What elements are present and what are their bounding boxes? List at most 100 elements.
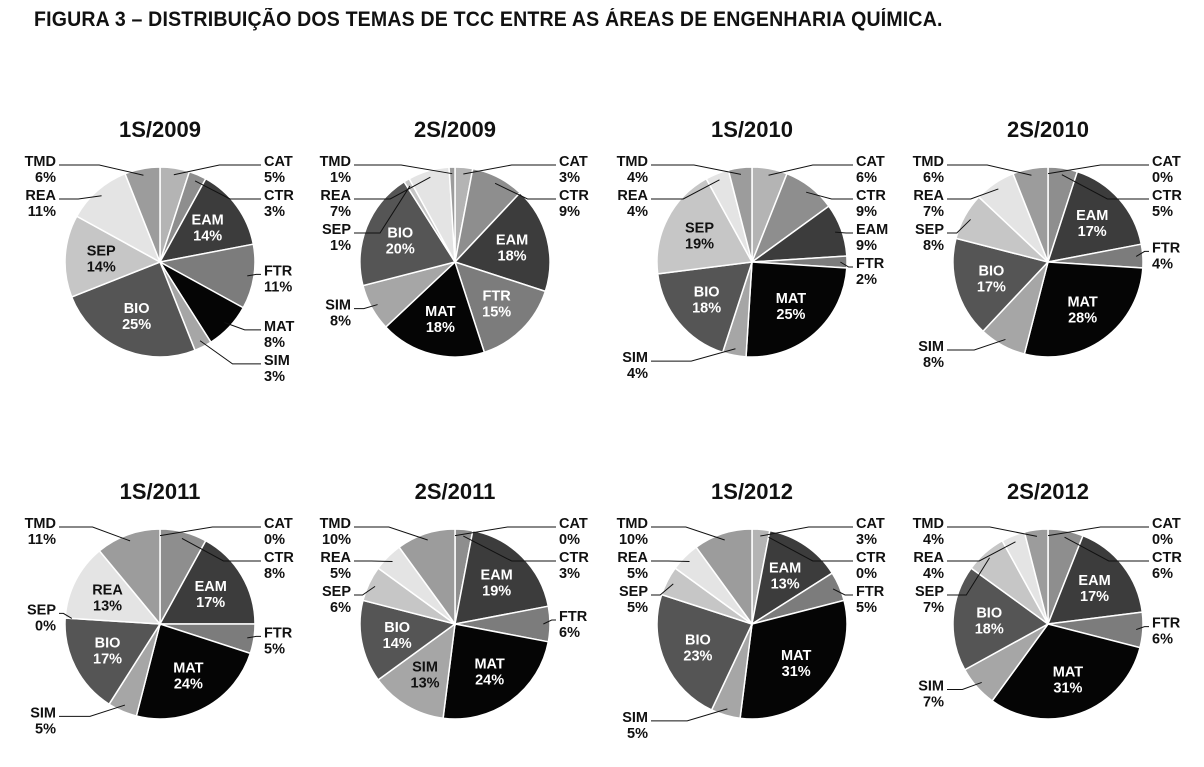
pie-slice-tmd xyxy=(1023,528,1049,625)
slice-label: FTR 6% xyxy=(559,609,588,641)
slice-label: BIO 25% xyxy=(122,301,151,333)
pie-slice-eam xyxy=(158,177,255,264)
leader-line xyxy=(651,583,674,596)
leader-line xyxy=(354,176,431,200)
slice-label: FTR 5% xyxy=(856,584,885,616)
slice-label: EAM 14% xyxy=(192,212,224,244)
leader-line xyxy=(199,340,261,365)
pie-title: 1S/2011 xyxy=(120,479,201,504)
leader-line xyxy=(159,526,261,537)
slice-label: CTR 8% xyxy=(264,550,294,582)
slice-label: MAT 8% xyxy=(264,319,294,351)
slice-label: SIM 13% xyxy=(411,660,440,692)
leader-line xyxy=(354,185,411,234)
slice-label: CTR 6% xyxy=(1152,550,1182,582)
slice-label: FTR 4% xyxy=(1152,240,1181,272)
slice-label: EAM 19% xyxy=(481,567,513,599)
slice-label: MAT 18% xyxy=(425,304,455,336)
leader-line xyxy=(806,191,853,200)
leader-line xyxy=(947,557,990,596)
leader-line xyxy=(224,322,261,331)
leader-line xyxy=(173,164,261,176)
leader-line xyxy=(947,526,1038,537)
leader-line xyxy=(947,188,999,200)
slice-label: CTR 9% xyxy=(856,188,886,220)
slice-label: CAT 3% xyxy=(856,516,885,548)
leader-line xyxy=(1135,250,1149,257)
pie-slice-ftr xyxy=(157,243,256,309)
slice-label: CTR 5% xyxy=(1152,188,1182,220)
slice-label: SEP 5% xyxy=(619,584,648,616)
slice-label: CTR 3% xyxy=(559,550,589,582)
slice-label: MAT 31% xyxy=(781,648,811,680)
leader-line xyxy=(59,195,102,200)
slice-label: SIM 7% xyxy=(918,678,944,710)
pie-slice-bio xyxy=(656,261,754,354)
leader-line xyxy=(494,182,556,200)
slice-label: TMD 10% xyxy=(617,516,649,548)
leader-line xyxy=(1064,536,1149,562)
pie-title: 1S/2009 xyxy=(119,117,201,142)
pie-title: 1S/2010 xyxy=(711,117,793,142)
slice-label: REA 13% xyxy=(92,582,123,614)
pie-chart: 2S/2011 EAM 19% MAT 24% SIM 13% BIO 14% TMD 10%REA… xyxy=(320,479,589,720)
pie-chart: 2S/2010 EAM 17% MAT 28% BIO 17% TMD 6%REA 7%SEP 8%… xyxy=(913,117,1183,371)
pie-slice-tmd xyxy=(398,528,456,627)
leader-line xyxy=(1061,174,1149,200)
slice-label: REA 4% xyxy=(913,550,944,582)
pie-slice-rea xyxy=(64,549,162,625)
pie-slice-sim xyxy=(377,622,456,720)
slice-label: SEP 0% xyxy=(27,602,56,634)
pie-slice-tmd xyxy=(1012,166,1049,263)
leader-line xyxy=(947,164,1032,176)
pie-chart: 1S/2010 MAT 25% BIO 18% SEP 19% TMD 4%REA 4% SIM 4%… xyxy=(617,117,889,382)
slice-label: TMD 4% xyxy=(617,154,649,186)
leader-line xyxy=(194,180,261,200)
pie-slice-sep xyxy=(656,177,754,275)
slice-label: SIM 3% xyxy=(264,353,290,385)
pie-slice-mat xyxy=(384,260,486,358)
slice-label: SEP 14% xyxy=(87,243,116,275)
leader-line xyxy=(463,164,556,175)
slice-label: CAT 0% xyxy=(1152,516,1181,548)
slice-label: SIM 5% xyxy=(622,710,648,742)
leader-line xyxy=(454,526,556,537)
slice-label: TMD 4% xyxy=(913,516,945,548)
leader-line xyxy=(543,619,556,625)
slice-label: CAT 6% xyxy=(856,154,885,186)
leader-line xyxy=(59,612,73,619)
leader-line xyxy=(1136,626,1149,631)
slice-label: CAT 0% xyxy=(264,516,293,548)
slice-label: CAT 3% xyxy=(559,154,588,186)
leader-line xyxy=(1047,526,1149,537)
slice-label: BIO 17% xyxy=(93,636,122,668)
slice-label: TMD 6% xyxy=(25,154,57,186)
slice-label: SEP 8% xyxy=(915,222,944,254)
pie-slice-bio xyxy=(359,180,457,287)
pie-title: 2S/2010 xyxy=(1007,117,1089,142)
slice-label: CTR 9% xyxy=(559,188,589,220)
leader-line xyxy=(651,164,742,175)
slice-label: CAT 0% xyxy=(1152,154,1181,186)
slice-label: BIO 20% xyxy=(386,225,415,257)
leader-line xyxy=(354,304,378,310)
slice-label: CAT 0% xyxy=(559,516,588,548)
slice-label: FTR 2% xyxy=(856,256,885,288)
pie-chart: 1S/2009 EAM 14% BIO 25%SEP 14% TMD 6%REA 11% CAT 5… xyxy=(25,117,295,385)
leader-line xyxy=(651,526,725,541)
leader-line xyxy=(1047,164,1149,175)
leader-line xyxy=(947,219,971,234)
pie-slice-bio xyxy=(70,261,196,358)
slice-label: MAT 25% xyxy=(776,291,806,323)
leader-line xyxy=(651,560,690,563)
pie-slice-eam xyxy=(1046,534,1144,625)
slice-label: BIO 14% xyxy=(383,620,412,652)
slice-label: SIM 5% xyxy=(30,705,56,737)
pie-slice-mat xyxy=(739,599,848,720)
pie-chart: 2S/2009 EAM 18% FTR 15% MAT 18% BIO 20% TMD 1%REA 7… xyxy=(320,117,589,358)
leader-line xyxy=(354,560,393,563)
pie-slice-rea xyxy=(75,172,162,264)
leader-line xyxy=(835,231,853,234)
pie-slice-bio xyxy=(952,237,1050,333)
